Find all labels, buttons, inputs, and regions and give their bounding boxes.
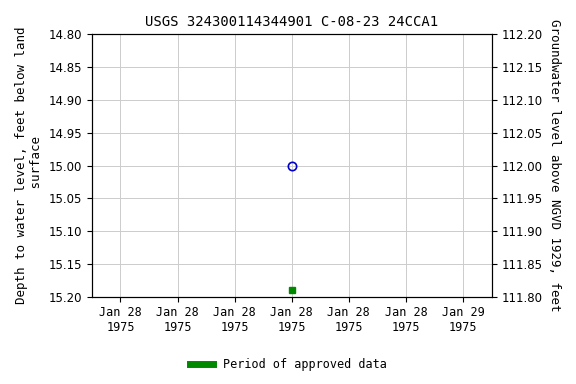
Legend: Period of approved data: Period of approved data	[185, 354, 391, 376]
Y-axis label: Depth to water level, feet below land
 surface: Depth to water level, feet below land su…	[15, 27, 43, 304]
Title: USGS 324300114344901 C-08-23 24CCA1: USGS 324300114344901 C-08-23 24CCA1	[145, 15, 438, 29]
Y-axis label: Groundwater level above NGVD 1929, feet: Groundwater level above NGVD 1929, feet	[548, 19, 561, 312]
